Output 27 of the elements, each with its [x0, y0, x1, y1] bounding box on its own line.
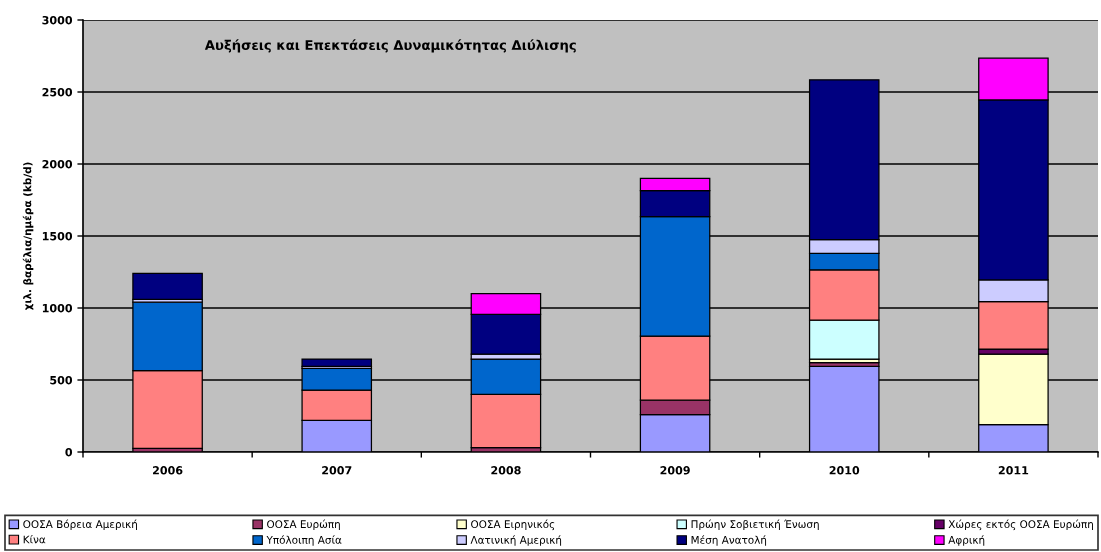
legend-label: Χώρες εκτός ΟΟΣΑ Ευρώπη [948, 519, 1093, 531]
legend-label: Μέση Ανατολή [691, 535, 767, 546]
y-axis-title: χιλ. βαρέλια/ημέρα (kb/d) [22, 162, 34, 311]
x-tick-label: 2010 [829, 466, 860, 475]
bar [301, 358, 373, 367]
legend-label: ΟΟΣΑ Ευρώπη [267, 519, 340, 531]
legend-label: ΟΟΣΑ Ειρηνικός [471, 519, 555, 531]
legend-label: ΟΟΣΑ Βόρεια Αμερική [23, 519, 137, 531]
y-tick-label: 1500 [42, 231, 73, 241]
legend-label: Υπόλοιπη Ασία [266, 535, 342, 546]
x-tick-label: 2006 [153, 466, 183, 475]
bar [132, 272, 203, 300]
legend-label: Πρώην Σοβιετική Ένωση [691, 519, 819, 531]
y-tick-label: 1000 [42, 303, 73, 313]
x-tick-label: 2007 [322, 466, 352, 475]
x-tick-label: 2009 [660, 466, 690, 475]
y-tick-label: 2500 [42, 87, 73, 97]
y-tick-label: 3000 [42, 15, 73, 25]
x-tick-label: 2011 [998, 466, 1029, 475]
y-tick-label: 0 [65, 447, 73, 457]
x-tick-label: 2008 [491, 466, 521, 475]
legend-label: Κίνα [23, 534, 46, 544]
y-tick-label: 2000 [42, 159, 73, 169]
text: Αυξήσεις και Επεκτάσεις Δυναμικότητας Διύλισης [204, 39, 576, 53]
legend-label: Αφρική [948, 535, 985, 546]
y-tick-label: 500 [50, 375, 73, 385]
legend-label: Λατινική Αμερική [470, 535, 562, 546]
